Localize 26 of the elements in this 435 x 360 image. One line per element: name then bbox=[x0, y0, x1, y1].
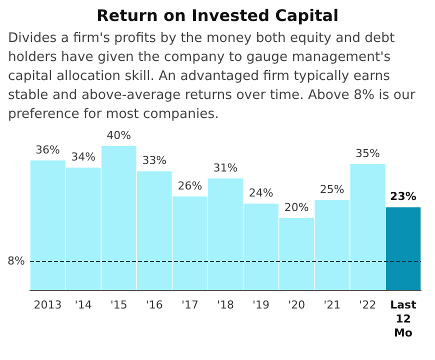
data-label: 33% bbox=[142, 154, 167, 168]
chart-subtitle: Divides a firm's profits by the money both equity and debt holders have given the company to gauge management's capital allocation skill. An advantaged firm typically earns stable and above-average returns over time. Above 8% is our preference for most companies. bbox=[7, 30, 416, 124]
x-tick-label: '19 bbox=[252, 298, 270, 312]
x-tick-label: '18 bbox=[216, 298, 234, 312]
data-label: 36% bbox=[36, 143, 60, 156]
data-label: 31% bbox=[213, 161, 238, 174]
x-tick-label: '17 bbox=[181, 298, 198, 312]
x-tick-label: '14 bbox=[74, 298, 92, 312]
x-tick-label: 2013 bbox=[34, 298, 62, 312]
data-label: 34% bbox=[71, 150, 96, 164]
data-label: 25% bbox=[320, 183, 344, 196]
data-label: 23% bbox=[390, 190, 416, 204]
x-tick-label: '15 bbox=[110, 298, 128, 312]
x-tick-label: '21 bbox=[324, 298, 341, 312]
x-tick-label: Last 12 Mo bbox=[390, 298, 416, 340]
x-tick-label: '20 bbox=[288, 298, 306, 312]
ref-line-label: 8% bbox=[8, 254, 25, 268]
data-label: 35% bbox=[355, 147, 380, 160]
chart-title: Return on Invested Capital bbox=[95, 6, 340, 25]
data-label: 24% bbox=[248, 186, 274, 200]
bar bbox=[386, 207, 421, 290]
data-label: 26% bbox=[178, 179, 202, 192]
x-tick-label: '22 bbox=[359, 298, 376, 312]
x-tick-label: '16 bbox=[146, 298, 163, 312]
data-label: 40% bbox=[106, 129, 132, 142]
data-label: 20% bbox=[284, 201, 309, 214]
